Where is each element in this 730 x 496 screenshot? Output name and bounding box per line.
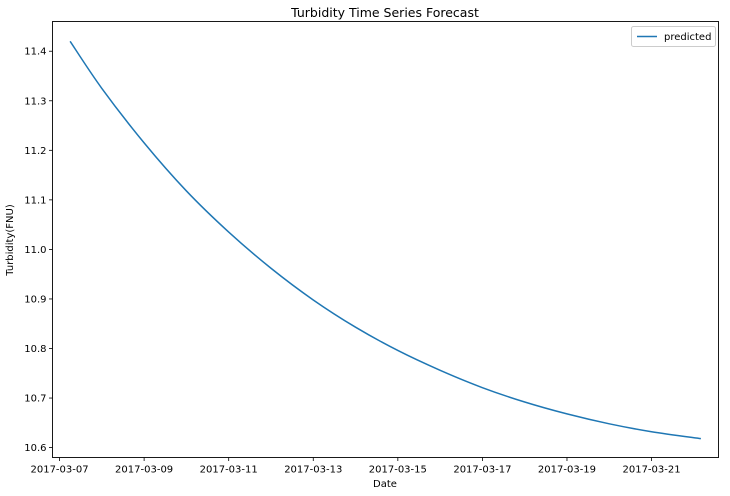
y-tick-label: 10.6	[24, 443, 46, 454]
x-tick-label: 2017-03-09	[115, 465, 173, 476]
y-tick-label: 10.7	[24, 394, 46, 405]
ticks-layer: 2017-03-07 2017-03-09 2017-03-11 2017-03-13…	[24, 47, 680, 476]
plot-frame	[52, 21, 719, 458]
chart-title: Turbidity Time Series Forecast	[290, 5, 479, 20]
legend-box	[631, 26, 716, 47]
legend-label: predicted	[664, 32, 711, 43]
y-tick-label: 11.2	[24, 146, 46, 157]
x-tick-label: 2017-03-17	[453, 465, 511, 476]
y-tick-label: 10.8	[24, 344, 46, 355]
y-tick-label: 10.9	[24, 294, 46, 305]
x-tick-label: 2017-03-13	[284, 465, 342, 476]
y-tick-label: 11.3	[24, 96, 46, 107]
y-tick-label: 11.4	[24, 47, 46, 58]
legend: predicted	[631, 26, 716, 47]
y-tick-label: 11.0	[24, 245, 46, 256]
series-line-predicted	[69, 40, 701, 440]
y-tick-label: 11.1	[24, 195, 46, 206]
x-tick-label: 2017-03-19	[538, 465, 596, 476]
x-axis-label: Date	[373, 479, 397, 490]
x-tick-label: 2017-03-21	[622, 465, 680, 476]
x-tick-label: 2017-03-07	[30, 465, 88, 476]
series-layer	[69, 40, 701, 440]
x-tick-label: 2017-03-11	[200, 465, 258, 476]
x-tick-label: 2017-03-15	[369, 465, 427, 476]
y-axis-label: Turbidity(FNU)	[5, 204, 16, 277]
